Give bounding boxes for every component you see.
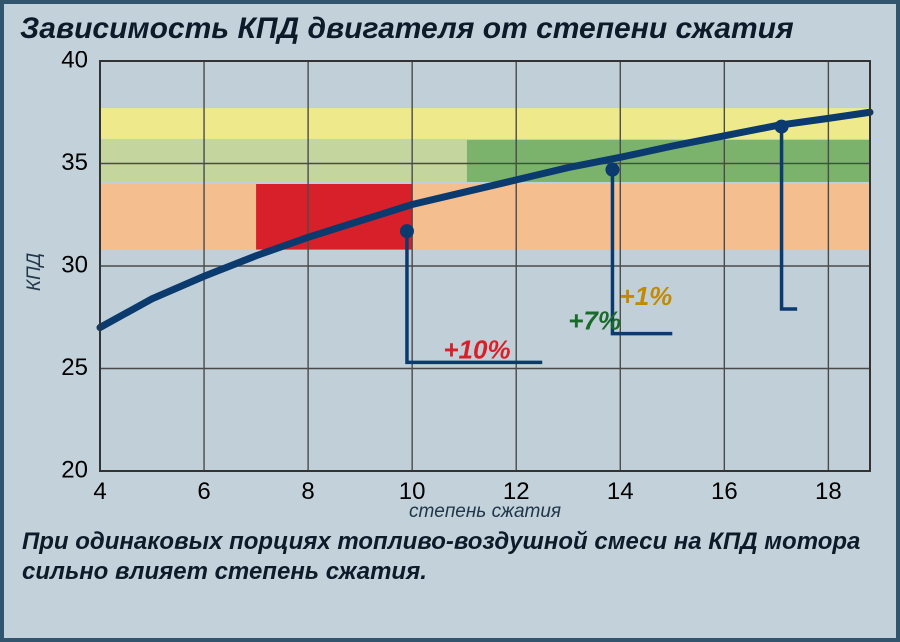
annotation-dot xyxy=(775,120,789,134)
annotation-dot xyxy=(605,163,619,177)
band xyxy=(256,184,412,250)
annotation-label: +1% xyxy=(620,281,673,311)
y-tick-label: 35 xyxy=(61,149,88,176)
annotation-dot xyxy=(400,224,414,238)
y-tick-label: 30 xyxy=(61,251,88,278)
band xyxy=(100,108,870,139)
annotation-label: +10% xyxy=(443,334,510,364)
y-tick-label: 25 xyxy=(61,354,88,381)
chart-caption: При одинаковых порциях топливо-воздушной… xyxy=(4,521,896,597)
efficiency-chart: +10%+7%+1%20253035404681012141618 xyxy=(10,51,890,521)
x-axis-label: степень сжатия xyxy=(100,501,870,523)
y-tick-label: 40 xyxy=(61,51,88,73)
y-tick-label: 20 xyxy=(61,456,88,483)
band xyxy=(100,184,870,250)
chart-title: Зависимость КПД двигателя от степени сжа… xyxy=(4,4,896,51)
annotation-label: +7% xyxy=(568,306,621,336)
y-axis-label: КПД xyxy=(24,242,46,302)
chart-container: +10%+7%+1%20253035404681012141618 КПД ст… xyxy=(10,51,890,521)
